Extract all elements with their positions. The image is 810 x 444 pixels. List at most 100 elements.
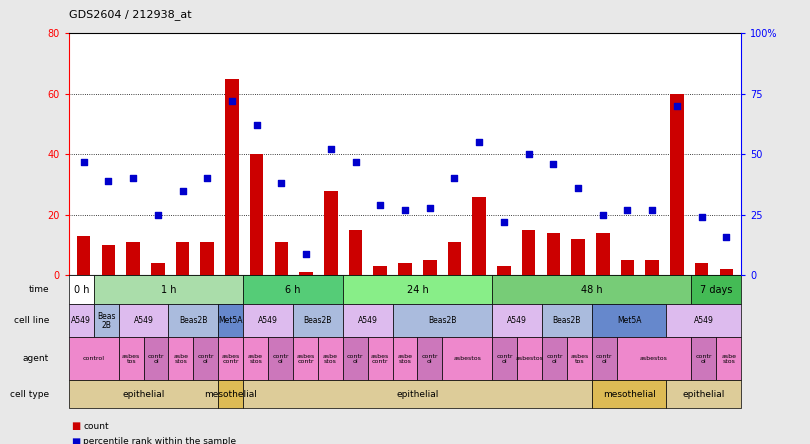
Bar [616, 337, 692, 380]
Bar [243, 304, 293, 337]
Point [324, 146, 337, 153]
Bar [670, 94, 684, 275]
Text: A549: A549 [358, 316, 377, 325]
Text: Met5A: Met5A [219, 316, 243, 325]
Text: Beas2B: Beas2B [552, 316, 581, 325]
Bar [667, 304, 741, 337]
Text: GDS2604 / 212938_at: GDS2604 / 212938_at [69, 9, 191, 20]
Text: contr
ol: contr ol [272, 353, 288, 364]
Point [300, 250, 313, 257]
Text: contr
ol: contr ol [147, 353, 164, 364]
Bar [373, 266, 387, 275]
Point [621, 206, 634, 214]
Bar [101, 245, 115, 275]
Bar [592, 380, 667, 408]
Bar [200, 242, 214, 275]
Text: epithelial: epithelial [122, 389, 164, 399]
Text: 48 h: 48 h [581, 285, 603, 295]
Bar [423, 260, 437, 275]
Bar [343, 304, 393, 337]
Point [646, 206, 659, 214]
Point [399, 206, 411, 214]
Bar [393, 304, 492, 337]
Point [596, 211, 609, 218]
Text: ■: ■ [71, 421, 80, 431]
Bar [692, 275, 741, 304]
Text: asbes
contr: asbes contr [371, 353, 390, 364]
Bar [94, 304, 118, 337]
Bar [448, 242, 461, 275]
Text: A549: A549 [694, 316, 714, 325]
Point [275, 180, 288, 187]
Bar [667, 380, 741, 408]
Point [373, 202, 386, 209]
Bar [492, 304, 542, 337]
Bar [293, 304, 343, 337]
Point [151, 211, 164, 218]
Bar [368, 337, 393, 380]
Text: asbestos: asbestos [454, 356, 481, 361]
Point [225, 98, 238, 105]
Bar [218, 337, 243, 380]
Text: control: control [83, 356, 104, 361]
Text: ■: ■ [71, 437, 80, 444]
Point [102, 177, 115, 184]
Point [176, 187, 189, 194]
Text: Beas2B: Beas2B [304, 316, 332, 325]
Point [349, 158, 362, 165]
Bar [293, 337, 318, 380]
Bar [168, 337, 194, 380]
Point [572, 185, 585, 192]
Bar [225, 79, 239, 275]
Point [695, 214, 708, 221]
Bar [343, 275, 492, 304]
Point [424, 204, 437, 211]
Text: contr
ol: contr ol [422, 353, 438, 364]
Text: asbe
stos: asbe stos [323, 353, 338, 364]
Bar [517, 337, 542, 380]
Bar [492, 275, 692, 304]
Bar [268, 337, 293, 380]
Bar [567, 337, 592, 380]
Text: cell line: cell line [14, 316, 49, 325]
Bar [243, 337, 268, 380]
Point [473, 139, 486, 146]
Text: Beas2B: Beas2B [428, 316, 457, 325]
Text: A549: A549 [507, 316, 527, 325]
Bar [126, 242, 140, 275]
Text: A549: A549 [134, 316, 153, 325]
Bar [69, 337, 118, 380]
Bar [417, 337, 442, 380]
Bar [69, 275, 94, 304]
Text: 7 days: 7 days [700, 285, 732, 295]
Bar [646, 260, 659, 275]
Text: Met5A: Met5A [617, 316, 642, 325]
Bar [442, 337, 492, 380]
Bar [176, 242, 190, 275]
Bar [250, 155, 263, 275]
Bar [542, 337, 567, 380]
Bar [77, 236, 91, 275]
Bar [716, 337, 741, 380]
Bar [218, 304, 243, 337]
Bar [275, 242, 288, 275]
Point [671, 103, 684, 110]
Bar [218, 380, 243, 408]
Text: epithelial: epithelial [396, 389, 439, 399]
Text: asbes
tos: asbes tos [570, 353, 588, 364]
Text: mesothelial: mesothelial [603, 389, 655, 399]
Bar [318, 337, 343, 380]
Bar [522, 230, 535, 275]
Text: percentile rank within the sample: percentile rank within the sample [83, 437, 237, 444]
Bar [94, 275, 243, 304]
Bar [596, 233, 610, 275]
Text: asbes
tos: asbes tos [122, 353, 140, 364]
Text: asbestos: asbestos [640, 356, 668, 361]
Text: Beas2B: Beas2B [179, 316, 207, 325]
Text: asbe
stos: asbe stos [248, 353, 263, 364]
Bar [492, 337, 517, 380]
Bar [324, 190, 338, 275]
Bar [547, 233, 560, 275]
Bar [168, 304, 218, 337]
Text: Beas
2B: Beas 2B [97, 312, 116, 330]
